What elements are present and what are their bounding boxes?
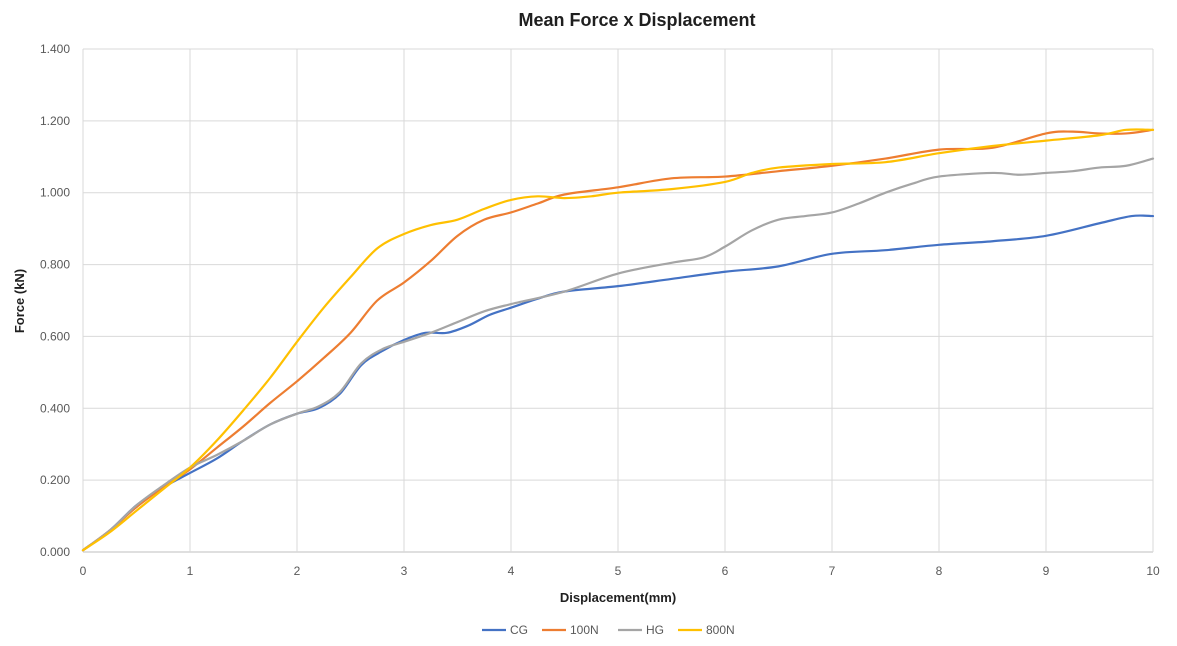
- y-tick-label: 0.600: [40, 329, 70, 343]
- y-axis-title: Force (kN): [12, 269, 27, 333]
- legend-item-100n: 100N: [542, 623, 599, 637]
- y-tick-label: 1.000: [40, 186, 70, 200]
- y-tick-label: 1.200: [40, 114, 70, 128]
- x-tick-label: 5: [615, 564, 622, 578]
- x-tick-label: 1: [187, 564, 194, 578]
- x-tick-label: 8: [936, 564, 943, 578]
- axes: 0.000 0.200 0.400 0.600 0.800 1.000 1.200 1.400…: [40, 42, 1160, 578]
- legend-label: 800N: [706, 623, 735, 637]
- x-tick-label: 4: [508, 564, 515, 578]
- series-line-100n: [81, 128, 1155, 552]
- x-axis-title: Displacement(mm): [560, 590, 676, 605]
- x-tick-label: 3: [401, 564, 408, 578]
- y-tick-label: 0.200: [40, 473, 70, 487]
- gridlines: [82, 48, 1154, 553]
- series-lines: [81, 128, 1155, 552]
- x-tick-label: 0: [80, 564, 87, 578]
- legend-item-cg: CG: [482, 623, 528, 637]
- x-tick-label: 9: [1043, 564, 1050, 578]
- series-line-cg: [81, 214, 1155, 552]
- series-line-hg: [81, 157, 1155, 552]
- x-tick-label: 7: [829, 564, 836, 578]
- x-tick-label: 2: [294, 564, 301, 578]
- legend-label: CG: [510, 623, 528, 637]
- x-tick-label: 6: [722, 564, 729, 578]
- legend-label: 100N: [570, 623, 599, 637]
- series-line-800n: [81, 128, 1155, 552]
- legend-item-hg: HG: [618, 623, 664, 637]
- legend-label: HG: [646, 623, 664, 637]
- legend: CG 100N HG 800N: [482, 623, 735, 637]
- y-tick-label: 1.400: [40, 42, 70, 56]
- y-tick-label: 0.000: [40, 545, 70, 559]
- chart-title: Mean Force x Displacement: [518, 10, 755, 30]
- y-tick-label: 0.400: [40, 401, 70, 415]
- legend-item-800n: 800N: [678, 623, 735, 637]
- y-tick-label: 0.800: [40, 258, 70, 272]
- x-tick-label: 10: [1146, 564, 1160, 578]
